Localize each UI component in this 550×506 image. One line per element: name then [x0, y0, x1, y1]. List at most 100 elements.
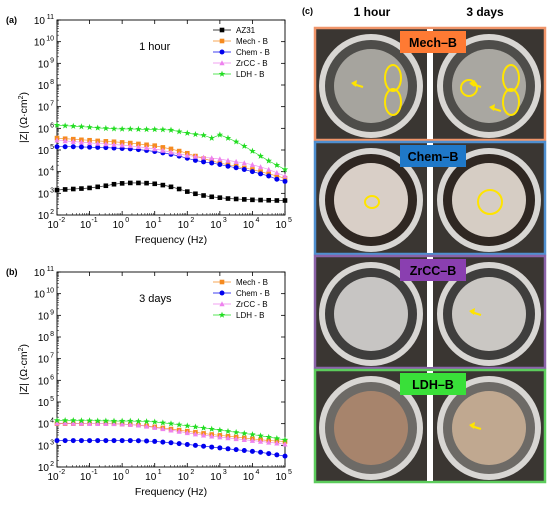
legend-label: ZrCC - B [236, 59, 268, 68]
y-tick-exponent: 7 [50, 353, 54, 360]
data-point [225, 446, 231, 452]
data-point [70, 138, 76, 144]
series-az31 [54, 180, 288, 203]
chart-1: 10 -2 10 -1 10 0 10 1 10 2 10 3 10 4 10 510 210 310 410 510… [6, 266, 292, 498]
data-point [184, 429, 190, 436]
y-tick-exponent: 11 [47, 14, 54, 21]
x-tick-exponent: 1 [158, 217, 162, 224]
data-point [152, 438, 158, 444]
y-tick-label: 10 [34, 268, 46, 279]
data-point [160, 426, 166, 432]
y-axis-label-sup: 2 [18, 95, 25, 99]
x-tick-label: 10 [80, 220, 92, 231]
y-axis-label-main: |Z| ( [18, 376, 30, 395]
y-axis-label-unit: Ω·cm [18, 99, 30, 125]
x-tick-label: 10 [113, 472, 125, 483]
data-point [192, 153, 199, 159]
data-point [192, 131, 199, 138]
data-point [127, 438, 133, 444]
y-tick-label: 10 [38, 463, 50, 474]
data-point [274, 173, 280, 179]
data-point [159, 126, 167, 133]
y-tick-exponent: 4 [50, 418, 54, 425]
data-point [160, 145, 166, 150]
data-point [118, 417, 126, 424]
data-point [258, 449, 264, 455]
data-point [62, 187, 68, 192]
x-tick-label: 10 [210, 472, 222, 483]
data-point [241, 436, 247, 442]
data-point [95, 438, 101, 444]
data-point [233, 436, 239, 442]
legend-label: LDH - B [236, 70, 264, 79]
y-tick-exponent: 10 [46, 288, 54, 295]
defect-arrow-head [351, 80, 357, 87]
data-point [175, 421, 183, 428]
data-point [167, 420, 175, 427]
data-point [192, 157, 198, 163]
photo-divider [427, 257, 433, 367]
legend-marker [219, 290, 225, 296]
data-point [136, 141, 141, 147]
defect-circle [460, 79, 478, 97]
data-point [127, 140, 133, 146]
data-point [217, 156, 223, 162]
data-point [200, 432, 207, 438]
coating-label-bg [400, 259, 466, 281]
data-point [152, 143, 158, 148]
y-tick-label: 10 [38, 420, 50, 431]
data-point [282, 198, 288, 203]
data-point [193, 191, 198, 197]
sample-surface-1h [334, 391, 408, 465]
defect-circle [477, 189, 503, 215]
data-point [135, 125, 142, 132]
data-point [62, 438, 68, 444]
y-axis-label-sup: 2 [18, 347, 25, 351]
coating-label: Chem–B [408, 150, 459, 164]
data-point [184, 441, 190, 447]
data-point [143, 126, 150, 133]
data-point [160, 147, 166, 153]
y-tick-label: 10 [34, 290, 46, 301]
y-tick-exponent: 9 [50, 57, 54, 64]
data-point [167, 126, 175, 133]
data-point [217, 162, 223, 168]
photo-row-1: Chem–B [313, 140, 547, 256]
column-label-3d: 3 days [466, 5, 504, 19]
data-point [110, 417, 118, 424]
defect-circle [502, 88, 520, 116]
x-tick-exponent: 2 [190, 217, 194, 224]
x-tick-exponent: -1 [91, 217, 97, 224]
data-point [249, 169, 255, 175]
y-tick-label: 10 [38, 311, 50, 322]
y-tick-label: 10 [34, 38, 46, 49]
panel-label: (a) [6, 15, 17, 25]
x-tick-label: 10 [113, 220, 125, 231]
data-point [54, 187, 60, 193]
data-point [225, 435, 231, 441]
data-point [152, 181, 158, 187]
data-point [110, 125, 118, 132]
y-tick-exponent: 6 [50, 374, 54, 381]
data-point [70, 417, 77, 424]
y-tick-exponent: 3 [50, 439, 54, 446]
data-point [135, 438, 141, 444]
y-tick-exponent: 6 [50, 122, 54, 129]
data-point [233, 165, 239, 171]
y-tick-label: 10 [38, 211, 50, 222]
chart-annotation: 3 days [139, 293, 172, 305]
defect-arrow-head [469, 80, 475, 87]
x-tick-exponent: -1 [91, 469, 97, 476]
data-point [209, 444, 215, 450]
data-point [282, 439, 288, 444]
y-tick-exponent: 11 [47, 266, 54, 273]
data-point [273, 161, 281, 168]
impedance-charts: 10 -2 10 -1 10 0 10 1 10 2 10 3 10 4 10 510 210 310 410 510… [6, 14, 292, 498]
data-point [135, 143, 142, 150]
defect-arrow-head [469, 308, 475, 315]
data-point [62, 138, 68, 144]
data-point [208, 425, 215, 432]
legend-marker [218, 70, 226, 77]
x-tick-exponent: 0 [125, 469, 129, 476]
x-tick-exponent: 2 [190, 469, 194, 476]
